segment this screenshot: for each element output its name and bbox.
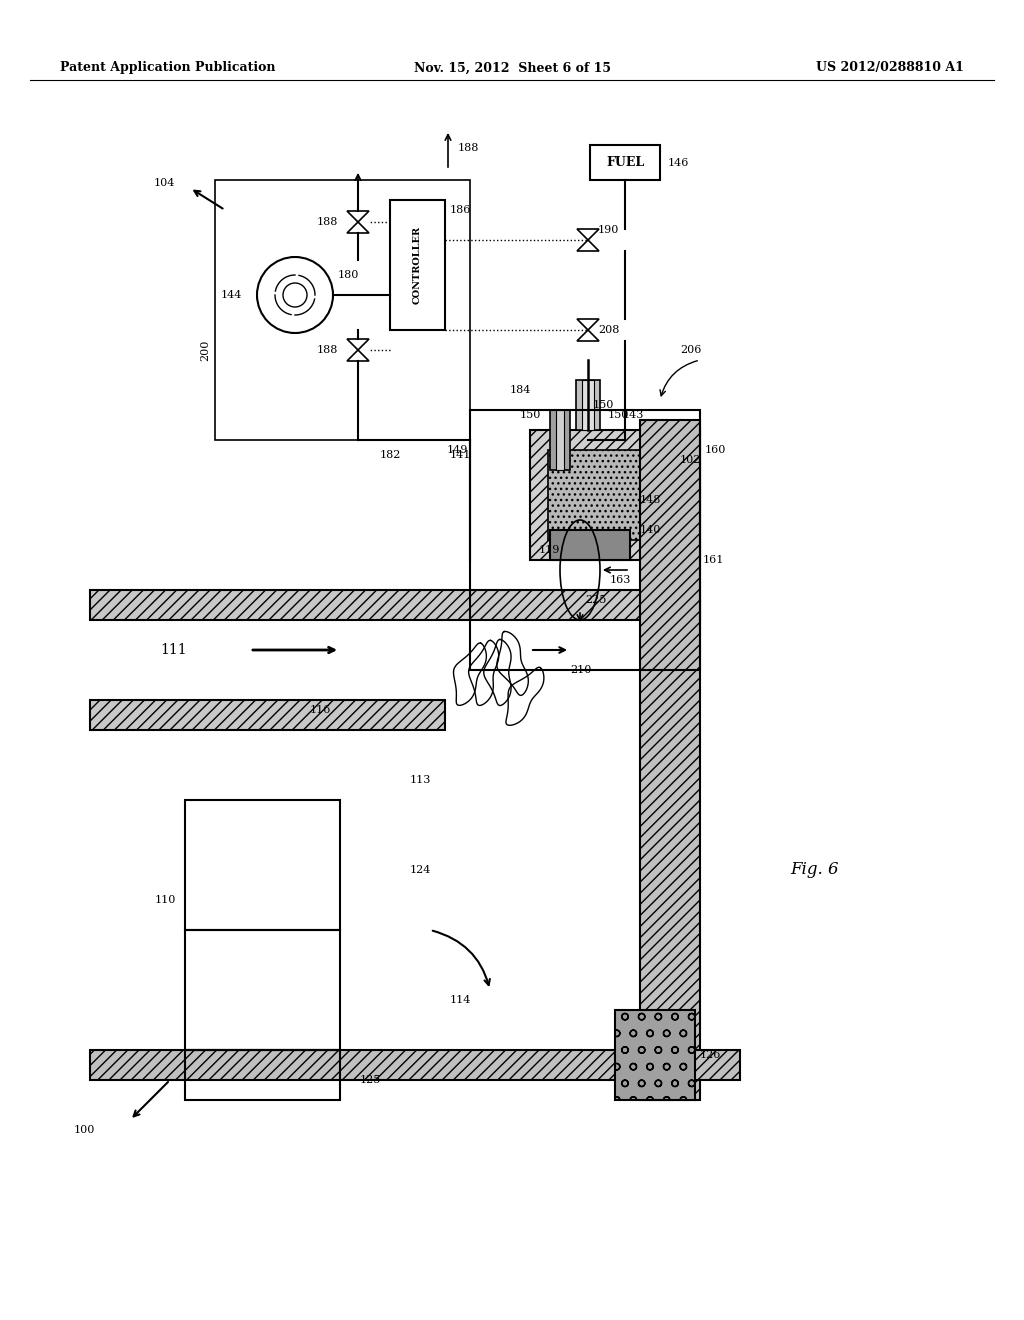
Text: 188: 188	[316, 345, 338, 355]
Text: 190: 190	[598, 224, 620, 235]
Text: 125: 125	[359, 1074, 381, 1085]
Text: 141: 141	[450, 450, 471, 459]
Bar	[215, 180, 470, 440]
Bar	[185, 931, 340, 1049]
Text: 180: 180	[338, 271, 359, 280]
Text: US 2012/0288810 A1: US 2012/0288810 A1	[816, 62, 964, 74]
Text: 124: 124	[410, 865, 431, 875]
Text: 161: 161	[703, 554, 724, 565]
Text: 208: 208	[598, 325, 620, 335]
Text: 148: 148	[640, 495, 662, 506]
Text: 206: 206	[680, 345, 701, 355]
Text: 188: 188	[458, 143, 479, 153]
Text: 119: 119	[539, 545, 560, 554]
Text: 146: 146	[668, 157, 689, 168]
Bar	[530, 430, 700, 560]
Text: 210: 210	[570, 665, 592, 675]
Text: 149: 149	[446, 445, 468, 455]
Bar	[550, 531, 630, 560]
Bar	[550, 411, 570, 470]
Text: CONTROLLER: CONTROLLER	[413, 226, 422, 304]
Text: 186: 186	[450, 205, 471, 215]
Bar	[90, 590, 700, 620]
Text: Fig. 6: Fig. 6	[790, 862, 839, 879]
Text: 188: 188	[316, 216, 338, 227]
Text: 184: 184	[510, 385, 531, 395]
Text: 126: 126	[700, 1049, 721, 1060]
Text: 150: 150	[608, 411, 630, 420]
Text: 100: 100	[74, 1125, 95, 1135]
Bar	[90, 700, 445, 730]
Bar	[640, 420, 700, 1100]
Text: 110: 110	[155, 895, 176, 906]
Text: FUEL: FUEL	[606, 156, 644, 169]
Text: 200: 200	[200, 339, 210, 360]
Text: 104: 104	[154, 178, 175, 187]
Bar	[185, 800, 340, 931]
Text: 140: 140	[640, 525, 662, 535]
Text: 150: 150	[593, 400, 614, 411]
Text: 225: 225	[585, 595, 606, 605]
Bar	[556, 411, 564, 470]
Bar	[470, 411, 700, 671]
Text: 102: 102	[680, 455, 701, 465]
Bar	[185, 1049, 340, 1100]
Bar	[390, 201, 445, 330]
Bar	[575, 380, 600, 430]
Bar	[548, 450, 648, 540]
Bar	[590, 145, 660, 180]
Text: 150: 150	[520, 411, 542, 420]
Text: 114: 114	[450, 995, 471, 1005]
Text: Nov. 15, 2012  Sheet 6 of 15: Nov. 15, 2012 Sheet 6 of 15	[414, 62, 610, 74]
Text: 113: 113	[410, 775, 431, 785]
Text: 116: 116	[310, 705, 332, 715]
Text: 143: 143	[623, 411, 644, 420]
Text: 111: 111	[160, 643, 186, 657]
Text: 160: 160	[705, 445, 726, 455]
Text: 182: 182	[380, 450, 401, 459]
Text: 163: 163	[610, 576, 632, 585]
Bar	[582, 380, 594, 430]
Bar	[615, 1010, 695, 1100]
Bar	[90, 1049, 740, 1080]
Text: Patent Application Publication: Patent Application Publication	[60, 62, 275, 74]
Text: 144: 144	[220, 290, 242, 300]
